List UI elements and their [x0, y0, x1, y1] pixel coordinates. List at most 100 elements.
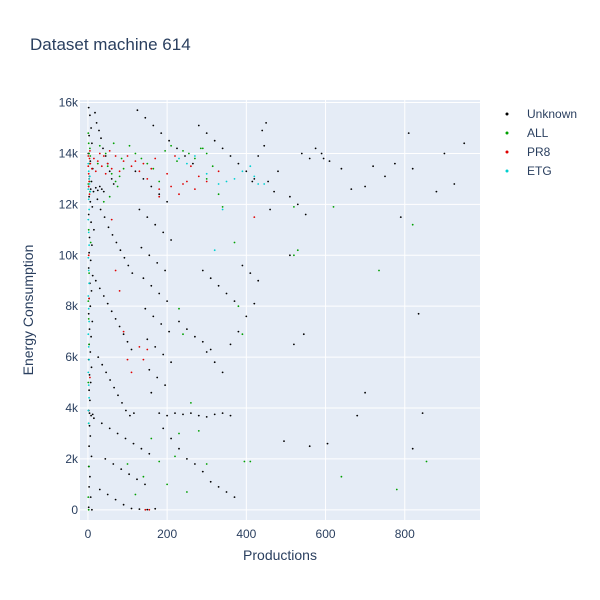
data-point [98, 488, 101, 491]
data-point [142, 277, 145, 280]
data-point [182, 333, 184, 336]
legend-item-all[interactable]: ALL [505, 126, 549, 140]
data-point [154, 223, 157, 226]
data-point [170, 239, 173, 241]
data-point [89, 160, 92, 163]
data-point [233, 300, 236, 302]
data-point [87, 165, 90, 168]
data-point [152, 124, 155, 127]
data-point [112, 142, 115, 145]
data-point [88, 152, 90, 155]
data-point [126, 155, 129, 157]
data-point [114, 180, 117, 183]
data-point [89, 114, 91, 117]
data-point [90, 455, 93, 458]
data-point [88, 251, 90, 254]
data-point [87, 312, 90, 315]
data-point [243, 460, 246, 463]
data-point [221, 371, 224, 374]
data-point [131, 272, 134, 274]
data-point [136, 478, 138, 481]
legend[interactable]: Unknown ALL PR8 ETG [505, 107, 578, 178]
y-tick-label: 4k [65, 401, 79, 415]
x-tick-label: 600 [316, 527, 336, 541]
data-point [88, 486, 90, 488]
legend-item-pr8[interactable]: PR8 [505, 145, 551, 159]
data-point [87, 346, 90, 348]
data-point [87, 254, 90, 257]
data-point [356, 414, 359, 417]
data-point [148, 452, 151, 455]
data-point [209, 348, 212, 351]
data-point [110, 310, 113, 313]
data-point [91, 274, 94, 277]
data-point [178, 193, 180, 196]
data-point [136, 109, 139, 112]
x-tick-label: 400 [236, 527, 256, 541]
data-point [148, 254, 151, 257]
data-point [289, 195, 291, 198]
legend-label: Unknown [527, 107, 577, 121]
data-point [88, 424, 91, 427]
data-point [166, 414, 169, 417]
data-point [89, 399, 91, 402]
data-point [87, 213, 90, 216]
legend-item-etg[interactable]: ETG [505, 164, 552, 178]
data-point [205, 132, 208, 135]
data-point [93, 228, 95, 231]
data-point [225, 292, 228, 295]
x-axis-ticks: 0 200 400 600 800 [85, 527, 416, 541]
y-tick-label: 0 [71, 503, 78, 517]
data-point [164, 384, 167, 386]
data-point [283, 440, 285, 442]
data-point [205, 152, 208, 155]
data-point [140, 157, 143, 160]
data-point [146, 178, 149, 180]
data-point [118, 175, 121, 178]
data-point [364, 185, 366, 188]
data-point [253, 178, 256, 180]
data-point [130, 371, 133, 374]
data-point [249, 165, 252, 168]
data-point [128, 473, 131, 476]
data-point [443, 152, 446, 155]
y-tick-label: 2k [65, 452, 79, 466]
data-point [87, 106, 90, 109]
legend-marker [505, 150, 509, 154]
data-point [118, 325, 121, 328]
data-point [105, 371, 107, 374]
legend-item-unknown[interactable]: Unknown [505, 107, 578, 121]
data-point [134, 152, 137, 155]
data-point [241, 333, 244, 336]
data-point [148, 368, 151, 371]
data-point [87, 170, 90, 173]
data-point [110, 172, 113, 175]
data-point [164, 150, 167, 152]
data-point [89, 150, 91, 152]
data-point [144, 116, 147, 119]
data-point [87, 409, 90, 412]
data-point [166, 300, 169, 302]
data-point [98, 287, 101, 290]
data-point [194, 463, 196, 465]
data-point [267, 180, 269, 183]
data-point [302, 333, 305, 336]
data-point [148, 508, 151, 511]
data-point [111, 234, 114, 236]
legend-label: ETG [527, 164, 552, 178]
data-point [192, 162, 194, 165]
data-point [110, 178, 113, 180]
data-point [372, 165, 374, 168]
data-point [293, 343, 295, 346]
data-point [106, 493, 109, 496]
data-point [144, 483, 146, 486]
series-etg [87, 155, 266, 425]
data-point [300, 152, 303, 155]
data-point [98, 129, 100, 132]
data-point [106, 302, 109, 305]
data-point [88, 183, 91, 185]
data-point [233, 178, 236, 180]
data-point [158, 412, 161, 414]
data-point [118, 290, 121, 292]
data-point [221, 412, 224, 414]
